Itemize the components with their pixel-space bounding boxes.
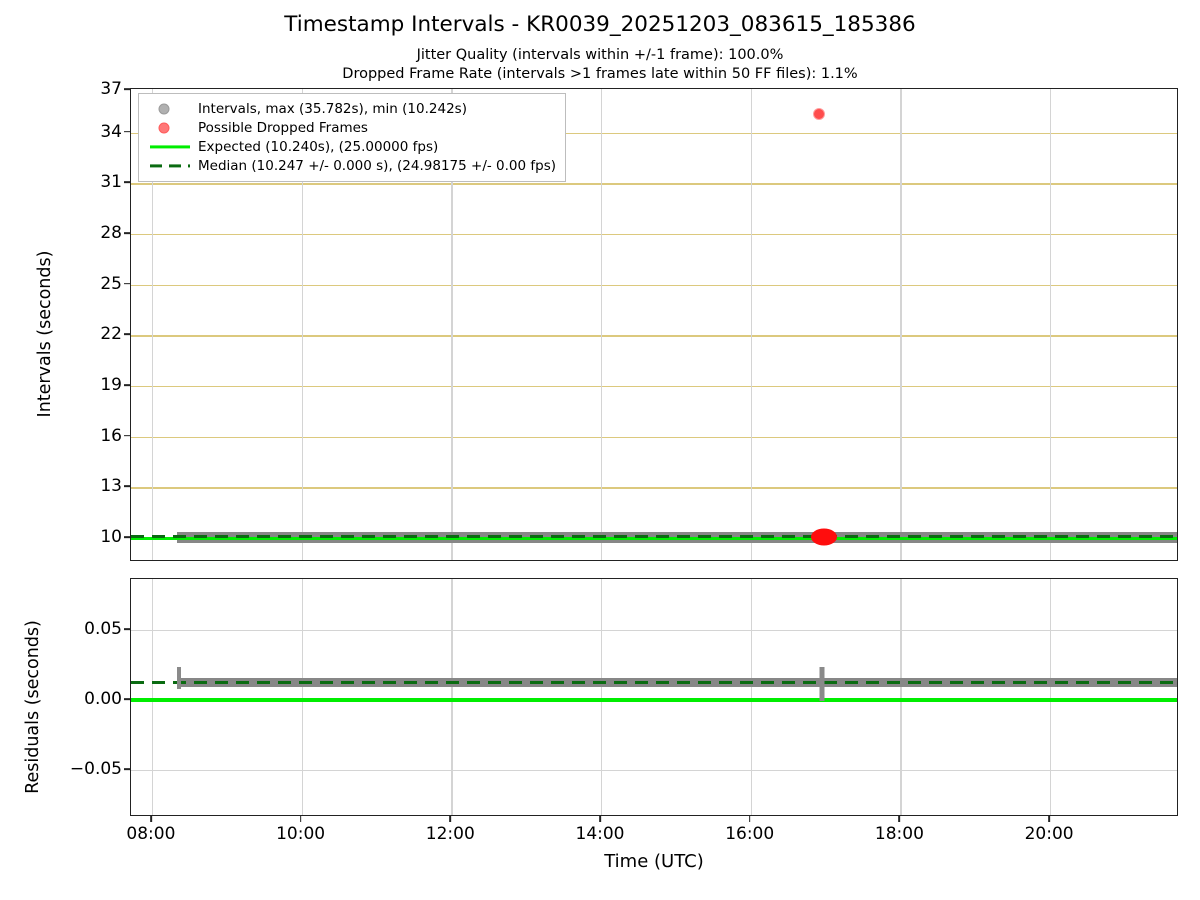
intervals-y-axis-label: Intervals (seconds) [35,250,55,418]
gridline-x-1800 [900,89,902,560]
gridline-y-34 [131,132,1177,135]
gridline-res-x-2000 [1050,579,1052,815]
legend-marker-intervals [148,99,192,118]
legend-marker-median [148,156,192,175]
gridline-res--0.05 [131,770,1177,772]
chart-title: Timestamp Intervals - KR0039_20251203_08… [284,12,916,37]
gridline-x-1000 [301,89,303,560]
gridline-y-28 [131,234,1177,236]
legend-label-expected: Expected (10.240s), (25.00000 fps) [198,138,439,155]
tickmark-x-1600 [748,816,751,822]
tickmark-res--0.05 [124,768,130,770]
ytick-31: 31 [100,172,122,193]
intervals-plot-area [130,88,1178,561]
ytick-37: 37 [100,79,122,99]
xtick-0800: 08:00 [126,824,176,844]
gridline-y-31 [131,183,1177,185]
tickmark-y-16 [124,434,130,437]
xtick-1800: 18:00 [874,824,924,844]
gridline-x-1200 [451,89,453,560]
legend-marker-dropped-frames [148,118,192,137]
legend-entry-expected[interactable]: Expected (10.240s), (25.00000 fps) [148,137,556,156]
xtick-1000: 10:00 [276,824,326,844]
gridline-res-x-1200 [451,579,453,815]
gridline-y-22 [131,335,1177,337]
residuals-median-line [131,680,1177,684]
tickmark-res-0.05 [124,628,130,630]
ytick-res-0.05: 0.05 [84,619,122,639]
tickmark-y-25 [124,282,130,285]
ytick-res-0.00: 0.00 [84,689,122,709]
tickmark-y-37 [124,88,130,90]
tickmark-y-10 [124,536,130,538]
chart-subtitle-dropped-frame-rate: Dropped Frame Rate (intervals >1 frames … [342,66,858,82]
x-axis-label: Time (UTC) [604,851,704,872]
xtick-1600: 16:00 [725,824,775,844]
ytick-10: 10 [100,527,122,547]
ytick-28: 28 [100,223,122,243]
gridline-res-x-0800 [151,579,154,815]
gridline-y-13 [131,487,1177,489]
legend-entry-median[interactable]: Median (10.247 +/- 0.000 s), (24.98175 +… [148,156,556,175]
ytick-13: 13 [100,476,122,497]
tickmark-res-0.00 [124,698,130,700]
tickmark-x-1000 [299,816,302,822]
dropped-frame-outlier-point [813,107,825,120]
tickmark-y-31 [124,181,130,184]
median-line [131,535,1177,539]
legend-marker-expected [148,137,192,156]
tickmark-x-1200 [449,816,452,822]
residuals-y-axis-label: Residuals (seconds) [23,620,43,794]
ytick-34: 34 [100,121,122,142]
gridline-y-25 [131,284,1177,287]
legend-entry-intervals[interactable]: Intervals, max (35.782s), min (10.242s) [148,99,556,118]
tickmark-y-28 [124,232,130,234]
residual-spike-dropped [819,667,825,701]
tickmark-x-1400 [599,816,601,822]
residual-spike-early [177,667,181,689]
chart-legend[interactable]: Intervals, max (35.782s), min (10.242s) … [138,93,567,182]
gridline-y-19 [131,386,1177,388]
xtick-1400: 14:00 [575,824,625,844]
legend-label-median: Median (10.247 +/- 0.000 s), (24.98175 +… [198,157,557,174]
tickmark-x-2000 [1048,816,1050,822]
tickmark-y-34 [124,130,130,133]
ytick-res--0.05: −0.05 [69,759,122,779]
legend-label-intervals: Intervals, max (35.782s), min (10.242s) [198,100,467,117]
tickmark-y-19 [124,384,130,386]
tickmark-x-1800 [898,816,901,822]
ytick-19: 19 [100,375,122,395]
residuals-expected-line [131,698,1177,702]
chart-subtitle-jitter-quality: Jitter Quality (intervals within +/-1 fr… [416,47,784,63]
xtick-1200: 12:00 [425,824,475,844]
ytick-22: 22 [100,324,122,345]
xtick-2000: 20:00 [1024,824,1074,844]
dropped-frame-marker-cluster [811,528,837,546]
tickmark-x-0800 [150,816,152,822]
gridline-res-x-1000 [301,579,303,815]
gridline-x-0800 [151,89,154,560]
gridline-res-x-1800 [900,579,902,815]
gridline-res-x-1400 [601,579,603,815]
tickmark-y-22 [124,333,130,336]
ytick-25: 25 [100,273,122,294]
gridline-x-2000 [1050,89,1052,560]
legend-entry-dropped-frames[interactable]: Possible Dropped Frames [148,118,556,137]
residuals-plot-area [130,578,1178,816]
gridline-x-1400 [601,89,603,560]
legend-label-dropped-frames: Possible Dropped Frames [198,119,368,136]
gridline-x-1600 [750,89,753,560]
tickmark-y-13 [124,485,130,488]
gridline-res-x-1600 [750,579,753,815]
gridline-y-16 [131,436,1177,439]
gridline-res-0.05 [131,630,1177,632]
ytick-16: 16 [100,425,122,446]
